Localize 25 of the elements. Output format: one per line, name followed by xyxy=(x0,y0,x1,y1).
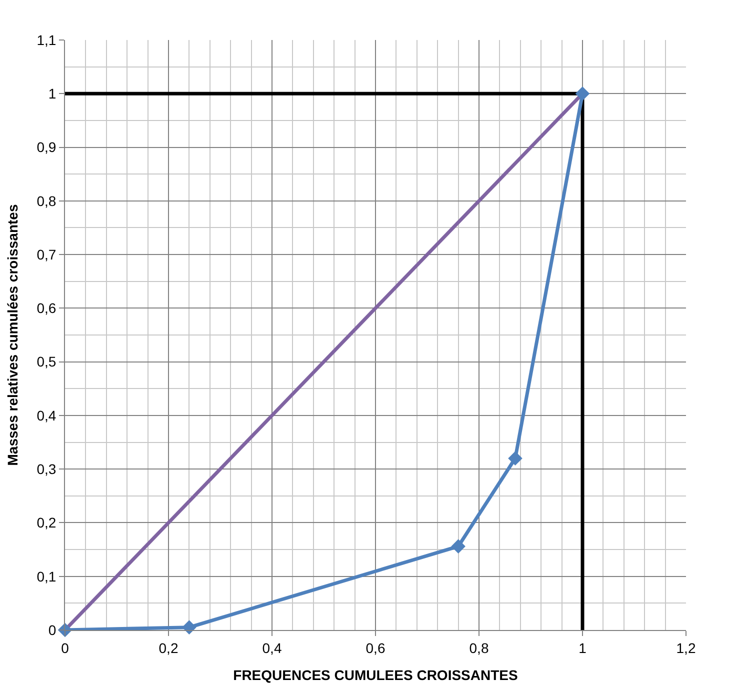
y-tick-label: 0,7 xyxy=(36,246,56,262)
point xyxy=(575,86,590,101)
point xyxy=(451,539,466,554)
x-tick-label: 0,2 xyxy=(158,640,178,656)
y-tick-label: 1,1 xyxy=(36,32,56,48)
y-tick-label: 0,6 xyxy=(36,300,56,316)
x-tick-label: 1,2 xyxy=(676,640,696,656)
y-tick-label: 0 xyxy=(48,622,56,638)
x-tick-label: 0 xyxy=(61,640,70,656)
x-tick-label: 0,4 xyxy=(262,640,282,656)
y-axis-title: Masses relatives cumulées croissantes xyxy=(4,204,20,466)
x-tick-label: 0,8 xyxy=(469,640,489,656)
x-tick-label: 0,6 xyxy=(366,640,386,656)
y-tick-label: 0,3 xyxy=(36,460,56,477)
y-tick-label: 0,9 xyxy=(36,139,56,156)
y-tick-label: 0,4 xyxy=(36,407,56,424)
y-tick-label: 0,8 xyxy=(36,192,56,209)
point xyxy=(182,620,196,634)
y-tick-label: 0,2 xyxy=(36,514,56,531)
y-tick-label: 0,5 xyxy=(36,354,56,370)
x-axis-title: FREQUENCES CUMULEES CROISSANTES xyxy=(233,667,518,684)
y-tick-label: 1 xyxy=(48,86,56,102)
point xyxy=(508,451,522,466)
y-tick-label: 0,1 xyxy=(36,568,56,584)
x-tick-label: 1 xyxy=(578,640,587,656)
